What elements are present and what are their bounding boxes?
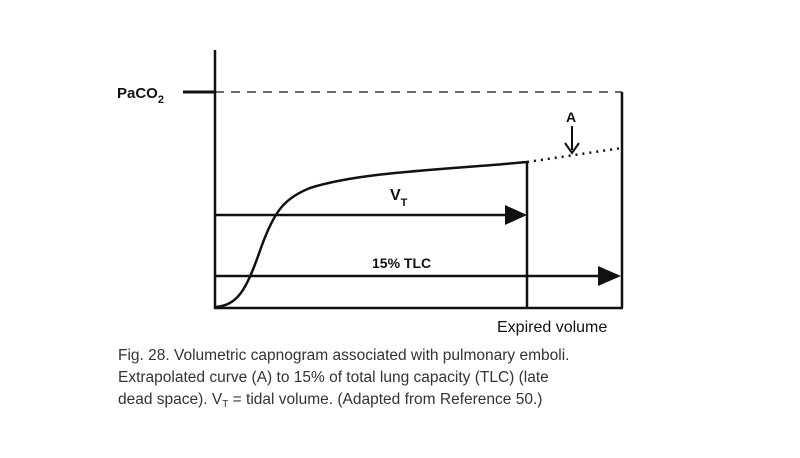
capnogram-curve xyxy=(215,160,528,309)
caption-line: Extrapolated curve (A) to 15% of total l… xyxy=(118,369,549,386)
figure-caption: Fig. 28. Volumetric capnogram associated… xyxy=(118,345,569,416)
caption-subscript: T xyxy=(222,399,229,410)
caption-text: dead space). V xyxy=(118,391,223,408)
x-axis-label: Expired volume xyxy=(497,319,607,336)
a-arrowhead xyxy=(564,142,580,155)
tlc-label: 15% TLC xyxy=(372,255,431,271)
vt-text: V xyxy=(390,187,401,204)
paco2-text: PaCO xyxy=(117,85,158,102)
paco2-subscript: 2 xyxy=(158,94,164,106)
vt-arrowhead xyxy=(505,205,527,225)
tlc-arrowhead xyxy=(598,266,621,286)
vt-subscript: T xyxy=(401,197,408,209)
vt-label: VT xyxy=(390,187,408,209)
caption-line: dead space). VT = tidal volume. (Adapted… xyxy=(118,389,569,416)
capnogram-figure: PaCO2 A VT 15% TLC Expired volume xyxy=(117,50,624,336)
caption-line: Fig. 28. Volumetric capnogram associated… xyxy=(118,347,570,364)
paco2-label: PaCO2 xyxy=(117,85,164,106)
a-label: A xyxy=(566,109,576,125)
caption-text: = tidal volume. (Adapted from Reference … xyxy=(228,391,543,408)
